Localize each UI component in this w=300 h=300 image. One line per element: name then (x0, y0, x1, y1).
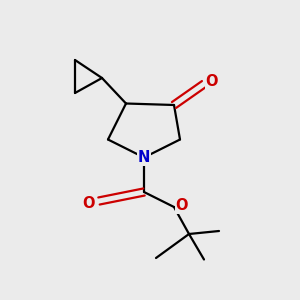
Text: O: O (205, 74, 218, 88)
Text: O: O (175, 198, 188, 213)
Text: N: N (138, 150, 150, 165)
Text: O: O (82, 196, 95, 211)
